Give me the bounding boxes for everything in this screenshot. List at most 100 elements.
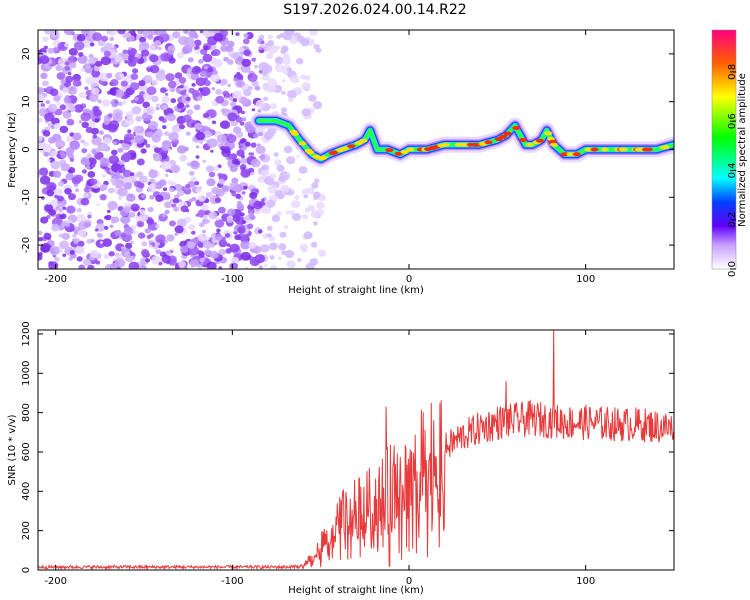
snr-y-axis: 0 200 400 600 800 1000 1200 — [21, 321, 674, 573]
noise-speckle — [276, 34, 282, 40]
noise-speckle — [303, 194, 309, 199]
noise-speckle — [105, 214, 112, 221]
noise-speckle — [203, 130, 212, 138]
noise-speckle — [181, 82, 185, 86]
noise-speckle — [49, 246, 60, 256]
noise-speckle — [286, 260, 296, 269]
noise-speckle — [62, 87, 69, 94]
noise-speckle — [108, 155, 120, 165]
noise-speckle — [82, 258, 92, 266]
noise-speckle — [97, 99, 102, 104]
noise-speckle — [155, 224, 161, 229]
noise-speckle — [165, 87, 170, 91]
noise-speckle — [188, 30, 198, 38]
noise-speckle — [302, 214, 308, 220]
noise-speckle — [262, 64, 273, 74]
noise-speckle — [186, 162, 192, 167]
colorbar-label: Normalized spectral amplitude — [737, 73, 748, 227]
noise-speckle — [80, 67, 86, 72]
noise-speckle — [218, 206, 226, 214]
noise-speckle — [247, 223, 254, 229]
noise-speckle — [313, 221, 318, 226]
noise-speckle — [154, 30, 162, 36]
noise-speckle — [180, 205, 189, 213]
noise-speckle — [48, 209, 56, 216]
noise-speckle — [133, 180, 142, 188]
noise-speckle — [151, 134, 161, 143]
noise-speckle — [275, 45, 280, 50]
noise-speckle — [195, 155, 200, 159]
noise-speckle — [191, 43, 196, 48]
snr-y-tick-label: 0 — [21, 567, 32, 573]
noise-speckle — [74, 178, 79, 183]
colorbar-tick-label: 0.4 — [727, 162, 738, 178]
noise-speckle — [146, 218, 155, 225]
noise-speckle — [229, 182, 240, 191]
noise-speckle — [87, 214, 92, 219]
noise-speckle — [255, 145, 266, 155]
noise-speckle — [73, 104, 84, 113]
noise-speckle — [269, 265, 278, 269]
noise-speckle — [199, 30, 204, 34]
noise-speckle — [161, 96, 170, 104]
noise-speckle — [87, 264, 95, 269]
noise-speckle — [171, 126, 181, 134]
snr-x-tick-label: 0 — [406, 576, 412, 587]
noise-speckle — [121, 100, 127, 105]
noise-speckle — [301, 188, 310, 196]
signal-hotspot — [661, 145, 670, 150]
noise-speckle — [54, 256, 60, 262]
noise-speckle — [80, 197, 90, 206]
noise-speckle — [170, 164, 181, 174]
noise-speckle — [243, 49, 251, 56]
noise-speckle — [195, 213, 200, 217]
noise-speckle — [240, 110, 245, 115]
noise-speckle — [232, 98, 238, 103]
noise-speckle — [117, 195, 123, 201]
noise-speckle — [180, 246, 189, 254]
noise-speckle — [241, 220, 247, 224]
noise-speckle — [240, 212, 245, 217]
noise-speckle — [76, 33, 86, 42]
noise-speckle — [196, 96, 203, 101]
noise-speckle — [230, 101, 237, 107]
noise-speckle — [189, 170, 195, 176]
noise-speckle — [166, 113, 176, 122]
noise-speckle — [267, 34, 274, 40]
noise-speckle — [313, 191, 321, 199]
noise-speckle — [53, 123, 61, 129]
noise-speckle — [262, 84, 269, 90]
noise-speckle — [109, 36, 115, 42]
noise-speckle — [167, 49, 175, 56]
noise-speckle — [92, 32, 103, 42]
noise-speckle — [125, 242, 133, 250]
noise-speckle — [309, 258, 319, 266]
noise-speckle — [206, 139, 210, 143]
noise-speckle — [148, 244, 153, 248]
noise-speckle — [245, 141, 251, 147]
noise-speckle — [203, 45, 209, 51]
signal-hotspot — [590, 147, 599, 152]
noise-speckle — [194, 181, 200, 186]
noise-speckle — [85, 126, 93, 134]
noise-speckle — [103, 50, 111, 57]
noise-speckle — [64, 222, 70, 228]
noise-speckle — [168, 132, 179, 141]
noise-speckle — [84, 86, 89, 91]
noise-speckle — [140, 248, 150, 257]
noise-speckle — [154, 40, 162, 47]
noise-speckle — [82, 40, 92, 48]
noise-speckle — [163, 131, 170, 137]
noise-speckle — [122, 33, 130, 39]
noise-speckle — [248, 241, 257, 249]
noise-speckle — [254, 65, 258, 69]
noise-speckle — [124, 117, 135, 126]
noise-speckle — [187, 241, 196, 249]
y-tick-label: -20 — [21, 237, 32, 253]
noise-speckle — [208, 171, 216, 178]
noise-speckle — [247, 73, 258, 82]
noise-speckle — [217, 172, 223, 177]
noise-speckle — [304, 75, 311, 81]
noise-speckle — [206, 261, 217, 269]
noise-speckle — [85, 76, 96, 85]
